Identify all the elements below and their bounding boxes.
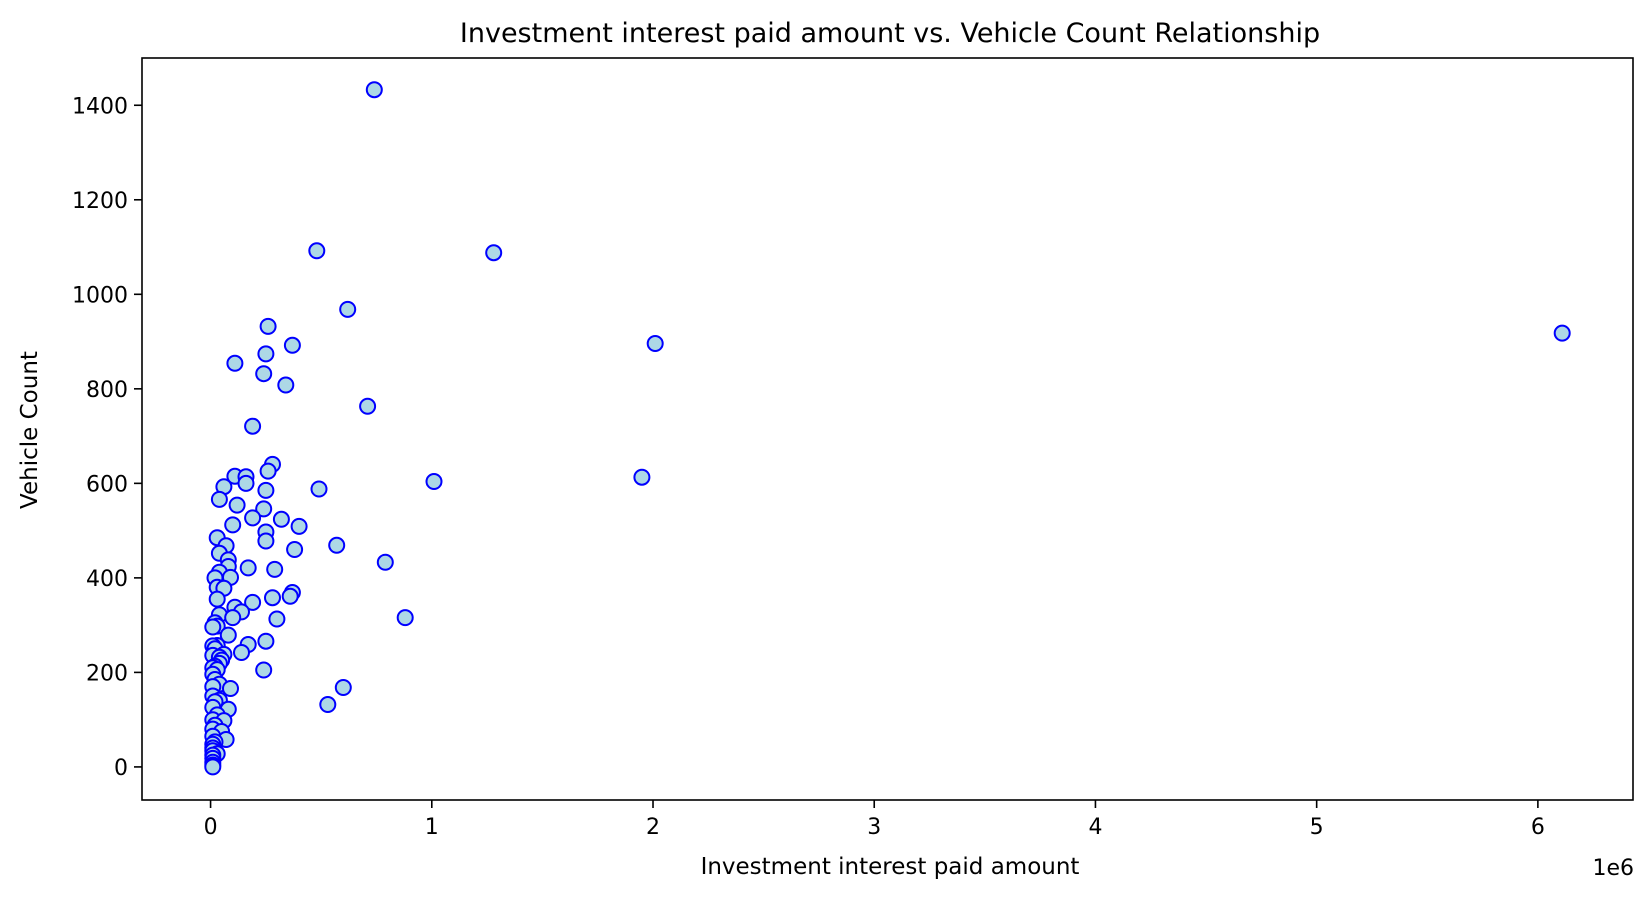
data-point-82 bbox=[334, 679, 352, 696]
data-point-35 bbox=[328, 536, 346, 554]
data-point-2 bbox=[485, 244, 503, 262]
data-point-63 bbox=[257, 632, 275, 650]
data-point-41 bbox=[266, 560, 284, 578]
x-tick-label: 2 bbox=[646, 815, 660, 840]
y-tick-label: 800 bbox=[86, 378, 128, 403]
data-point-3 bbox=[339, 300, 357, 318]
data-point-4 bbox=[259, 317, 277, 335]
data-point-20 bbox=[425, 473, 443, 490]
x-tick-label: 4 bbox=[1088, 815, 1102, 840]
y-tick-label: 1400 bbox=[72, 94, 128, 119]
data-point-50 bbox=[264, 589, 281, 607]
data-point-107 bbox=[204, 758, 222, 776]
x-tick-label: 6 bbox=[1531, 815, 1545, 840]
y-tick-label: 400 bbox=[86, 567, 128, 592]
data-point-15 bbox=[259, 462, 277, 480]
data-point-30 bbox=[290, 517, 308, 535]
data-point-10 bbox=[255, 365, 273, 383]
x-tick-label: 3 bbox=[867, 815, 881, 840]
data-point-8 bbox=[257, 345, 275, 363]
data-point-19 bbox=[237, 474, 255, 492]
data-point-5 bbox=[283, 336, 301, 354]
y-axis: 0 200 400 600 800 1000 1200 1400 bbox=[72, 94, 142, 781]
data-point-9 bbox=[226, 354, 244, 372]
data-point-7 bbox=[1553, 324, 1571, 342]
data-point-62 bbox=[219, 626, 237, 644]
x-tick-label: 0 bbox=[204, 815, 218, 840]
data-point-61 bbox=[204, 618, 222, 636]
data-point-18 bbox=[633, 468, 651, 486]
data-point-11 bbox=[277, 376, 295, 394]
y-tick-label: 200 bbox=[86, 661, 128, 686]
y-tick-label: 1200 bbox=[72, 189, 128, 214]
data-point-29 bbox=[224, 516, 242, 534]
chart-title: Investment interest paid amount vs. Vehi… bbox=[460, 18, 1320, 49]
plot-frame bbox=[141, 57, 1634, 801]
data-point-28 bbox=[272, 510, 290, 528]
y-tick-label: 0 bbox=[114, 756, 128, 781]
data-point-33 bbox=[257, 532, 275, 550]
data-point-12 bbox=[359, 397, 377, 415]
data-point-13 bbox=[244, 417, 262, 435]
x-axis-label: Investment interest paid amount bbox=[701, 854, 1080, 880]
data-point-51 bbox=[208, 590, 226, 608]
data-point-57 bbox=[396, 609, 414, 627]
y-tick-label: 600 bbox=[86, 472, 128, 497]
data-point-39 bbox=[376, 553, 394, 571]
data-point-58 bbox=[224, 609, 242, 627]
x-axis: 0 1 2 3 4 5 6 bbox=[204, 800, 1545, 840]
data-point-49 bbox=[281, 587, 299, 605]
data-point-1 bbox=[308, 242, 326, 260]
x-tick-label: 5 bbox=[1310, 815, 1324, 840]
data-point-24 bbox=[210, 490, 228, 508]
data-point-0 bbox=[365, 81, 383, 99]
data-point-52 bbox=[244, 593, 262, 611]
data-point-87 bbox=[319, 696, 337, 713]
data-point-25 bbox=[228, 496, 246, 514]
data-point-6 bbox=[646, 335, 664, 352]
y-tick-label: 1000 bbox=[72, 283, 128, 308]
data-point-36 bbox=[286, 541, 304, 558]
data-point-27 bbox=[244, 509, 262, 527]
data-point-83 bbox=[222, 680, 239, 697]
data-point-22 bbox=[310, 480, 328, 498]
y-axis-label: Vehicle Count bbox=[17, 351, 43, 509]
data-point-56 bbox=[268, 610, 286, 628]
x-axis-offset-label: 1e6 bbox=[1592, 856, 1634, 881]
x-tick-label: 1 bbox=[425, 815, 439, 840]
data-point-68 bbox=[233, 644, 250, 661]
data-point-77 bbox=[255, 661, 273, 679]
data-points bbox=[204, 81, 1571, 776]
data-point-23 bbox=[257, 481, 275, 499]
data-point-26 bbox=[255, 500, 273, 518]
data-point-40 bbox=[239, 559, 257, 577]
